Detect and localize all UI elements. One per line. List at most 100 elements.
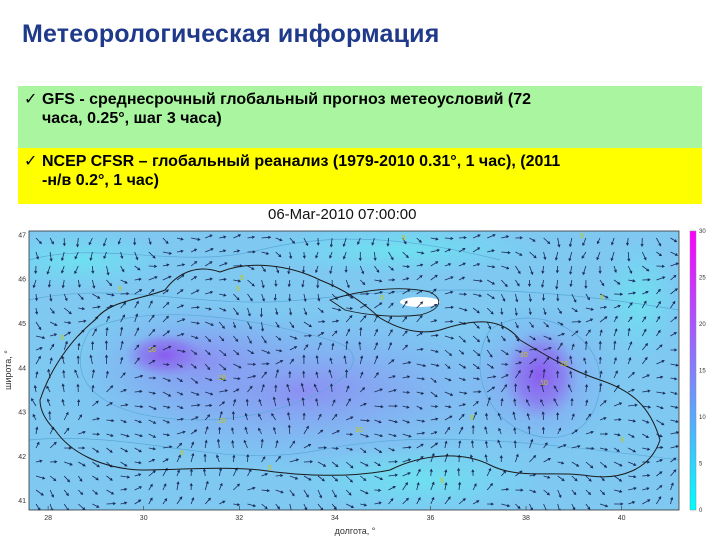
wind-arrow (287, 424, 291, 435)
wind-arrow (92, 432, 101, 436)
wind-arrow (374, 475, 384, 481)
wind-arrow (176, 237, 184, 241)
wind-arrow (342, 237, 347, 247)
contour-label: 5 (180, 450, 184, 457)
wind-arrow (162, 345, 172, 351)
wind-arrow (190, 429, 198, 435)
wind-arrow (247, 293, 253, 302)
wind-arrow (388, 498, 394, 505)
wind-arrow (571, 320, 582, 324)
wind-arrow (261, 473, 269, 477)
wind-arrow (233, 335, 239, 343)
wind-arrow (360, 447, 367, 454)
wind-arrow (487, 502, 495, 506)
wind-arrow (642, 499, 651, 505)
wind-arrow (515, 335, 520, 342)
wind-arrow (162, 433, 171, 437)
wind-arrow (162, 330, 171, 337)
wind-arrow (289, 475, 299, 480)
wind-arrow (515, 349, 523, 353)
wind-arrow (61, 251, 65, 262)
wind-arrow (219, 235, 227, 239)
wind-arrow (515, 251, 523, 256)
wind-arrow (430, 481, 435, 491)
wind-arrow (458, 426, 464, 435)
wind-arrow (204, 261, 213, 267)
wind-arrow (571, 429, 578, 435)
wind-arrow (303, 237, 309, 247)
wind-arrow (543, 335, 552, 340)
wind-arrow (63, 293, 68, 302)
wind-arrow (117, 237, 121, 245)
wind-arrow (444, 415, 453, 421)
wind-arrow (33, 384, 37, 393)
wind-arrow (345, 398, 351, 407)
wind-arrow (219, 277, 227, 281)
wind-arrow (416, 443, 424, 449)
wind-arrow (501, 503, 511, 508)
wind-arrow (515, 321, 519, 329)
wind-arrow (106, 502, 117, 506)
wind-arrow (484, 426, 488, 435)
y-tick-label: 44 (18, 365, 26, 372)
wind-arrow (134, 405, 144, 409)
wind-arrow (388, 302, 394, 309)
wind-arrow (670, 262, 679, 267)
wind-arrow (486, 279, 496, 285)
wind-arrow (315, 371, 319, 379)
wind-arrow (88, 237, 93, 246)
wind-arrow (543, 475, 551, 479)
wind-arrow (233, 249, 241, 253)
wind-arrow (515, 369, 521, 379)
wind-arrow (106, 315, 110, 323)
wind-arrow (444, 319, 454, 324)
wind-arrow (303, 293, 307, 303)
wind-arrow (670, 496, 674, 505)
contour-label: 10 (218, 375, 226, 382)
wind-arrow (106, 433, 114, 437)
wind-arrow (584, 383, 589, 393)
x-tick-label: 28 (44, 515, 52, 522)
wind-arrow (542, 293, 546, 302)
wind-arrow (162, 289, 169, 295)
wind-arrow (430, 363, 440, 367)
wind-arrow (628, 403, 638, 407)
wind-arrow (486, 396, 491, 407)
wind-arrow (656, 405, 664, 410)
wind-arrow (374, 279, 383, 283)
wind-arrow (430, 319, 438, 323)
wind-arrow (176, 430, 186, 435)
wind-arrow (49, 321, 58, 326)
wind-arrow (346, 447, 354, 451)
wind-arrow (260, 438, 264, 449)
wind-arrow (473, 293, 482, 298)
wind-arrow (191, 321, 200, 325)
wind-arrow (670, 457, 677, 463)
contour-label: 5 (240, 275, 244, 282)
wind-arrow (513, 440, 517, 449)
wind-arrow (190, 391, 200, 396)
wind-arrow (35, 370, 39, 379)
wind-arrow (120, 447, 129, 453)
wind-arrow (247, 385, 253, 393)
wind-arrow (388, 251, 394, 261)
wind-arrow (233, 349, 240, 356)
wind-arrow (556, 355, 560, 364)
wind-arrow (148, 288, 155, 295)
wind-arrow (190, 363, 197, 369)
wind-arrow (204, 439, 208, 449)
wind-arrow (430, 417, 439, 421)
wind-arrow (78, 461, 86, 467)
contour-label: 5 (60, 335, 64, 342)
wind-arrow (388, 404, 398, 408)
wind-arrow (91, 265, 95, 274)
wind-arrow (541, 426, 545, 435)
wind-arrow (388, 375, 396, 379)
wind-arrow (487, 375, 497, 379)
wind-arrow (642, 265, 650, 272)
wind-arrow (205, 234, 213, 239)
wind-arrow (444, 236, 454, 240)
wind-arrow (472, 335, 481, 343)
wind-arrow (497, 412, 502, 421)
wind-arrow (641, 300, 647, 309)
